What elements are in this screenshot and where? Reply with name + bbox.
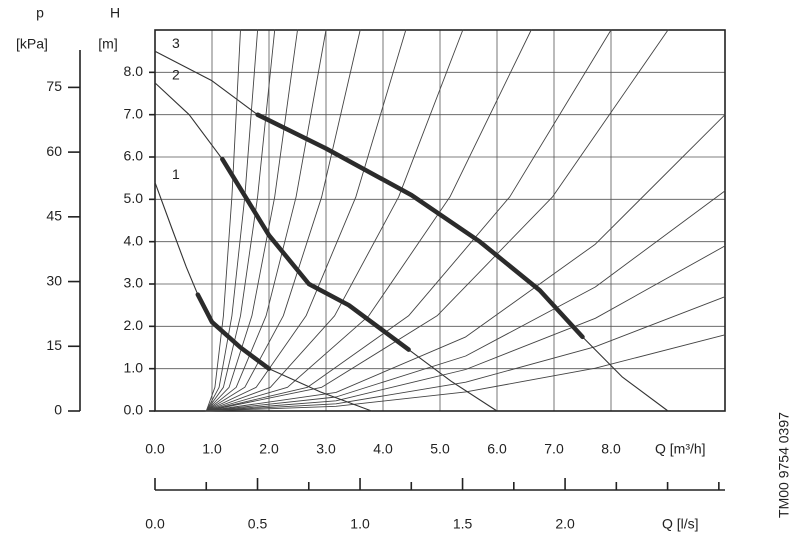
system-curve — [205, 29, 669, 412]
x-tick-label: 4.0 — [373, 441, 393, 457]
x-tick-label: 8.0 — [601, 441, 621, 457]
y-tick-label: 1.0 — [124, 359, 144, 375]
p-tick-label: 45 — [46, 208, 62, 224]
curve-label: 1 — [172, 166, 180, 182]
system-curve — [205, 29, 361, 412]
p-tick-label: 60 — [46, 143, 62, 159]
operating-curve — [255, 112, 585, 340]
operating-curve — [220, 156, 411, 352]
operating-curve — [195, 292, 272, 371]
system-curve — [205, 296, 726, 412]
x-tick-label: 2.0 — [259, 441, 279, 457]
system-curve — [205, 29, 259, 412]
system-curve — [205, 114, 726, 412]
pump-curve — [154, 50, 669, 412]
system-curve — [205, 29, 464, 412]
plot-frame — [154, 29, 726, 412]
x2-tick-label: 0.0 — [145, 516, 165, 532]
x-tick-label: 0.0 — [145, 441, 165, 457]
x2-tick-label: 0.5 — [248, 516, 268, 532]
x2-axis-label: Q [l/s] — [662, 516, 699, 532]
x2-tick-label: 1.5 — [453, 516, 473, 532]
p-axis-label: p — [36, 5, 44, 21]
p-tick-label: 15 — [46, 337, 62, 353]
system-curve — [205, 245, 726, 412]
y-tick-label: 6.0 — [124, 148, 144, 164]
x-axis-label: Q [m³/h] — [655, 441, 706, 457]
y-tick-label: 4.0 — [124, 232, 144, 248]
system-curve — [205, 29, 532, 412]
system-curve — [205, 29, 407, 412]
system-curve — [205, 29, 241, 412]
system-curve — [205, 29, 612, 412]
x2-tick-label: 2.0 — [555, 516, 575, 532]
system-curve — [205, 29, 298, 412]
p-tick-label: 0 — [54, 402, 62, 418]
y-tick-label: 2.0 — [124, 317, 144, 333]
y-tick-label: 8.0 — [124, 63, 144, 79]
x2-tick-label: 1.0 — [350, 516, 370, 532]
p-axis-unit: [kPa] — [16, 36, 48, 52]
system-curve — [205, 334, 726, 412]
y-tick-label: 0.0 — [124, 402, 144, 418]
system-curve — [205, 29, 327, 412]
x-tick-label: 1.0 — [202, 441, 222, 457]
y-axis-unit: [m] — [98, 36, 117, 52]
y-tick-label: 3.0 — [124, 275, 144, 291]
system-curve — [205, 190, 726, 412]
drawing-code: TM00 9754 0397 — [776, 412, 792, 518]
curve-label: 3 — [172, 35, 180, 51]
p-tick-label: 75 — [46, 78, 62, 94]
y-tick-label: 5.0 — [124, 190, 144, 206]
x-tick-label: 7.0 — [544, 441, 564, 457]
system-curve — [205, 29, 276, 412]
x-tick-label: 3.0 — [316, 441, 336, 457]
x-tick-label: 6.0 — [487, 441, 507, 457]
x-tick-label: 5.0 — [430, 441, 450, 457]
y-tick-label: 7.0 — [124, 105, 144, 121]
curve-label: 2 — [172, 67, 180, 83]
y-axis-label: H — [110, 5, 120, 21]
p-tick-label: 30 — [46, 272, 62, 288]
